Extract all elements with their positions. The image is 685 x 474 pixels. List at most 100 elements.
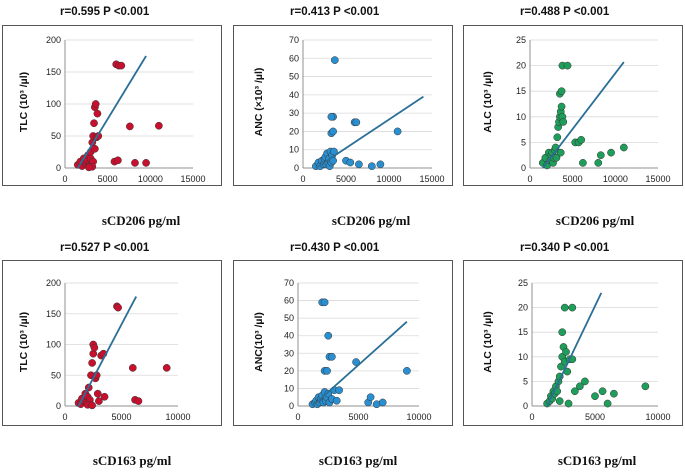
panel-border (463, 25, 683, 186)
data-point (603, 399, 612, 408)
chart-panel-5: 0 10 20 30 40 50 60 70 0 5000 10000 r=0.430 P <0.00… (233, 242, 453, 468)
trend-line (311, 320, 408, 407)
y-axis-label: TLC (10³ /µl) (18, 312, 30, 372)
y-tick-label: 10 (516, 112, 526, 122)
y-tick-label: 20 (518, 303, 528, 313)
x-tick-label: 5000 (336, 174, 356, 184)
x-tick-label: 0 (527, 174, 532, 184)
y-axis-label: ANC(10³ /µl) (253, 312, 265, 372)
y-tick-label: 20 (516, 61, 526, 71)
x-tick-label: 10000 (165, 412, 190, 422)
x-tick-label: 5000 (348, 412, 368, 422)
data-point (560, 303, 569, 312)
y-tick-label: 0 (294, 163, 299, 173)
y-tick-label: 70 (284, 278, 294, 288)
data-point (367, 162, 376, 171)
data-point (134, 397, 143, 405)
data-point (594, 159, 603, 167)
data-point (327, 112, 336, 121)
data-point (330, 56, 339, 64)
chart-panel-1: 0 50 100 150 200 0 5000 10000 15000 r=0.595 P <0.… (2, 6, 222, 228)
y-tick-label: 0 (56, 163, 61, 173)
chart-panel-3: 0 5 10 15 20 25 0 5000 10000 15000 r=0.488 P <0.00… (463, 6, 683, 228)
trend-line (315, 95, 424, 169)
data-point (598, 387, 607, 396)
x-tick-label: 15000 (645, 174, 670, 184)
data-point (557, 102, 566, 111)
x-axis-label: sCD206 pg/ml (556, 213, 635, 228)
y-tick-label: 10 (518, 352, 528, 362)
data-point (591, 392, 599, 401)
data-point (100, 392, 109, 401)
data-point (378, 398, 387, 407)
y-tick-label: 25 (518, 278, 528, 288)
stat-label: r=0.430 P <0.001 (290, 242, 380, 254)
data-point (620, 143, 628, 152)
data-point (332, 396, 341, 405)
data-point (559, 118, 568, 126)
data-point (128, 364, 137, 372)
y-tick-label: 20 (284, 366, 294, 376)
data-point (88, 359, 96, 367)
data-point (324, 389, 333, 398)
y-tick-label: 40 (284, 331, 294, 341)
y-tick-label: 150 (46, 309, 61, 319)
y-tick-label: 100 (46, 99, 61, 109)
data-point (114, 156, 122, 165)
data-point (320, 298, 329, 307)
data-point (324, 331, 333, 340)
data-point (91, 144, 99, 153)
y-tick-label: 60 (284, 296, 294, 306)
data-point (610, 389, 618, 398)
x-tick-label: 10000 (645, 412, 670, 422)
chart-panel-4: 0 50 100 150 200 0 5000 10000 r=0.527 P <0.001 TL… (2, 242, 222, 468)
y-tick-label: 10 (284, 383, 294, 393)
y-tick-label: 0 (521, 163, 526, 173)
data-point (581, 377, 589, 386)
data-point (552, 153, 561, 162)
x-axis-label: sCD206 pg/ml (332, 213, 411, 228)
y-tick-label: 50 (284, 313, 294, 323)
y-tick-label: 30 (284, 348, 294, 358)
data-point (576, 382, 584, 391)
data-point (126, 122, 134, 131)
data-point (117, 61, 126, 70)
stat-label: r=0.595 P <0.001 (60, 6, 150, 18)
data-point (352, 118, 361, 127)
y-tick-label: 50 (289, 72, 299, 82)
y-tick-label: 100 (46, 340, 61, 350)
data-point (596, 151, 605, 160)
data-point (555, 397, 564, 405)
y-tick-label: 50 (51, 131, 61, 141)
data-point (355, 160, 363, 169)
data-point (564, 399, 573, 408)
data-point (323, 367, 331, 375)
data-point (570, 387, 579, 396)
x-tick-label: 5000 (98, 174, 118, 184)
trend-line (77, 55, 147, 169)
data-point (607, 148, 615, 157)
data-point (93, 389, 102, 398)
data-point (577, 135, 586, 144)
y-axis-label: ANC (×10³ /µl) (253, 68, 265, 137)
data-point (366, 393, 375, 402)
x-tick-label: 0 (300, 174, 305, 184)
y-tick-label: 0 (289, 401, 294, 411)
x-tick-label: 0 (295, 412, 300, 422)
y-tick-label: 200 (46, 278, 61, 288)
trend-line (546, 292, 603, 407)
y-tick-label: 50 (51, 370, 61, 380)
data-point (393, 127, 402, 136)
x-axis-label: sCD163 pg/ml (93, 453, 172, 468)
data-point (131, 159, 139, 167)
data-point (641, 382, 650, 391)
data-point (155, 121, 163, 130)
data-point (562, 348, 570, 356)
data-point (556, 148, 565, 157)
panel-border (463, 260, 683, 426)
y-tick-label: 40 (289, 90, 299, 100)
data-point (579, 159, 587, 167)
y-tick-label: 0 (56, 401, 61, 411)
x-tick-label: 0 (62, 174, 67, 184)
data-point (162, 364, 171, 372)
